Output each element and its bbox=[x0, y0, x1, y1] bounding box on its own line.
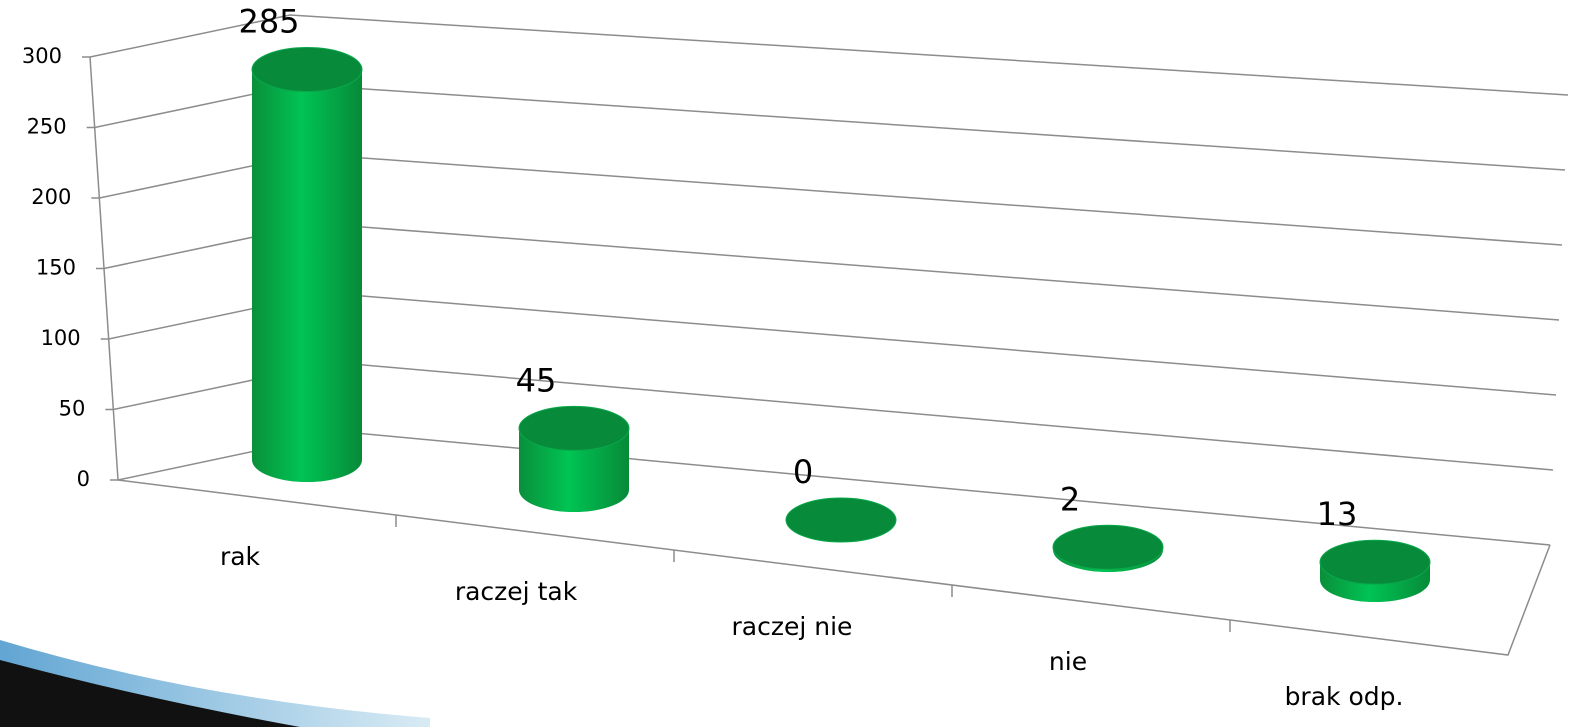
value-label: 13 bbox=[1317, 495, 1358, 533]
y-tick-label: 250 bbox=[27, 115, 67, 139]
bar bbox=[519, 428, 629, 512]
bar-top bbox=[251, 47, 363, 93]
value-label: 0 bbox=[793, 453, 813, 491]
floor bbox=[117, 479, 1551, 656]
x-tick-label: nie bbox=[1049, 647, 1087, 676]
value-label: 285 bbox=[238, 3, 299, 41]
x-tick-label: brak odp. bbox=[1285, 682, 1404, 711]
value-label: 2 bbox=[1060, 480, 1080, 518]
grid-line bbox=[89, 14, 1569, 96]
y-tick-label: 300 bbox=[22, 44, 62, 68]
x-tick-label: rak bbox=[220, 542, 261, 571]
y-tick-label: 200 bbox=[31, 185, 71, 209]
decoration bbox=[0, 640, 430, 727]
y-tick-label: 0 bbox=[77, 467, 90, 491]
bar-top bbox=[518, 405, 630, 451]
bar-top bbox=[785, 497, 897, 543]
y-tick-label: 100 bbox=[41, 326, 81, 350]
y-tick-label: 50 bbox=[59, 397, 86, 421]
value-label: 45 bbox=[516, 361, 557, 399]
bar-top bbox=[1052, 524, 1164, 570]
x-tick-label: raczej nie bbox=[732, 612, 853, 641]
bar bbox=[252, 69, 362, 483]
y-tick-label: 150 bbox=[36, 256, 76, 280]
x-tick-label: raczej tak bbox=[455, 577, 578, 606]
bar-top bbox=[1319, 539, 1431, 585]
